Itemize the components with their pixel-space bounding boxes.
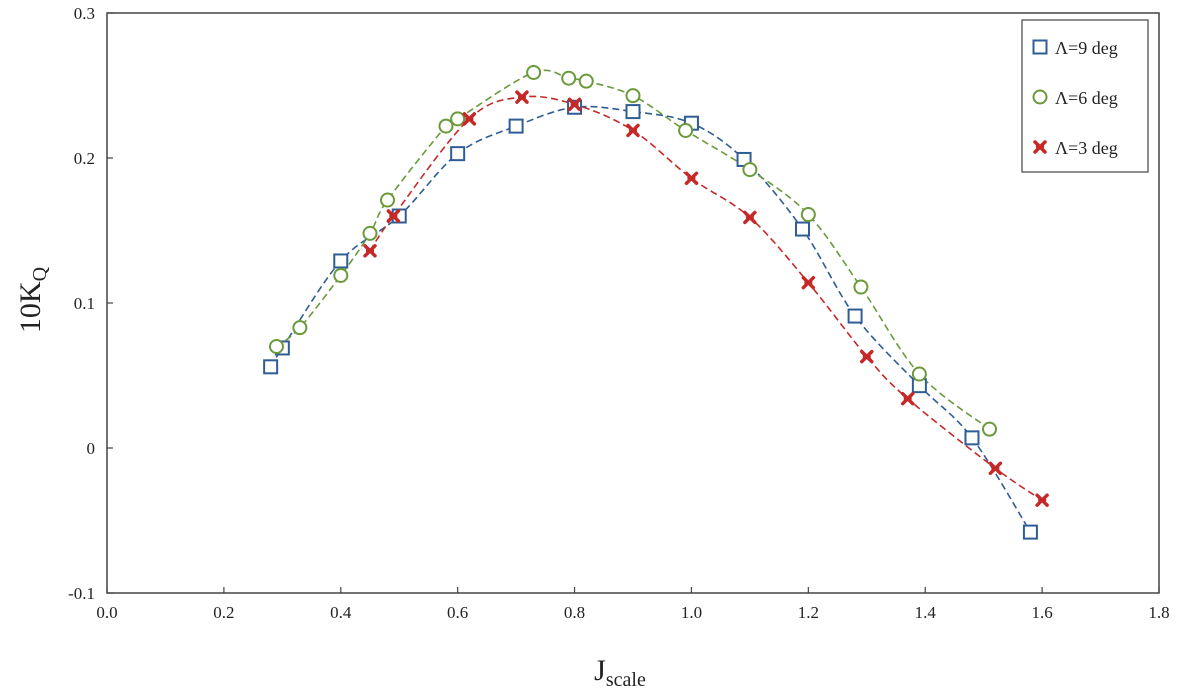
legend-symbol [1033, 140, 1047, 154]
trend-line-6deg [275, 69, 991, 430]
data-point-6deg [625, 88, 641, 104]
data-point-6deg [911, 366, 927, 382]
data-point-9deg [625, 104, 641, 120]
data-point-9deg [964, 430, 980, 446]
data-point-3deg [988, 461, 1003, 476]
legend-symbol [1032, 39, 1048, 55]
data-point-9deg [508, 118, 524, 134]
x-tick-label: 0.4 [330, 603, 352, 622]
data-point-6deg [362, 225, 378, 241]
legend-label-9deg: Λ=9 deg [1055, 38, 1118, 58]
data-point-3deg [860, 349, 874, 364]
x-tick-label: 1.2 [798, 603, 819, 622]
data-point-3deg [515, 90, 529, 104]
data-point-6deg [678, 122, 694, 138]
data-point-6deg [578, 73, 594, 89]
trend-line-9deg [269, 105, 1032, 533]
y-tick-label: 0.2 [74, 149, 95, 168]
y-tick-label: 0.1 [74, 294, 95, 313]
legend-label-6deg: Λ=6 deg [1055, 88, 1118, 108]
x-tick-label: 0.0 [96, 603, 117, 622]
axis-ticks: 0.0 0.2 0.4 0.6 0.8 1.0 1.2 1.4 1.6 1.8 -0.1 0 0.1 0.… [68, 4, 1170, 622]
data-point-3deg [626, 123, 640, 138]
data-point-3deg [1035, 493, 1049, 507]
legend-square-marker [1032, 39, 1048, 55]
trend-line-3deg [369, 95, 1043, 501]
x-tick-label: 1.0 [681, 603, 702, 622]
trend-lines [269, 69, 1043, 533]
x-tick-label: 1.4 [915, 603, 937, 622]
data-point-6deg [561, 70, 577, 86]
legend-label-3deg: Λ=3 deg [1055, 138, 1118, 158]
data-point-6deg [742, 162, 758, 178]
data-point-6deg [526, 64, 542, 80]
x-tick-label: 0.6 [447, 603, 468, 622]
data-point-9deg [263, 359, 279, 375]
y-tick-label: 0.3 [74, 4, 95, 23]
data-point-9deg [794, 221, 810, 237]
data-point-3deg [900, 391, 915, 406]
data-point-6deg [268, 339, 284, 354]
data-point-9deg [1022, 524, 1038, 540]
x-tick-label: 1.8 [1148, 603, 1169, 622]
data-point-6deg [438, 118, 454, 134]
data-point-3deg [386, 209, 401, 223]
data-point-6deg [333, 267, 349, 283]
data-point-6deg [982, 421, 998, 437]
legend-circle-marker [1032, 89, 1048, 105]
data-point-6deg [800, 207, 816, 223]
y-tick-label: -0.1 [68, 584, 95, 603]
data-point-6deg [380, 192, 396, 208]
x-tick-label: 1.6 [1031, 603, 1052, 622]
x-axis-title: Jscale [594, 654, 646, 690]
data-markers [263, 64, 1049, 540]
data-point-3deg [462, 112, 477, 126]
data-point-3deg [363, 244, 377, 258]
data-point-9deg [847, 308, 863, 324]
y-axis-title: 10KQ [14, 266, 51, 333]
x-tick-label: 0.8 [564, 603, 585, 622]
data-point-9deg [450, 146, 466, 162]
legend: Λ=9 deg Λ=6 deg Λ=3 deg [1021, 19, 1149, 173]
legend-x-marker [1033, 140, 1047, 154]
data-point-3deg [743, 210, 757, 225]
data-point-6deg [292, 320, 308, 336]
data-point-6deg [853, 279, 869, 295]
data-point-9deg [333, 253, 349, 269]
data-point-3deg [684, 171, 699, 186]
legend-symbol [1032, 89, 1048, 105]
x-tick-label: 0.2 [213, 603, 234, 622]
y-tick-label: 0 [87, 439, 96, 458]
data-point-3deg [801, 275, 816, 290]
data-point-6deg [450, 111, 466, 127]
data-point-3deg [567, 97, 582, 112]
